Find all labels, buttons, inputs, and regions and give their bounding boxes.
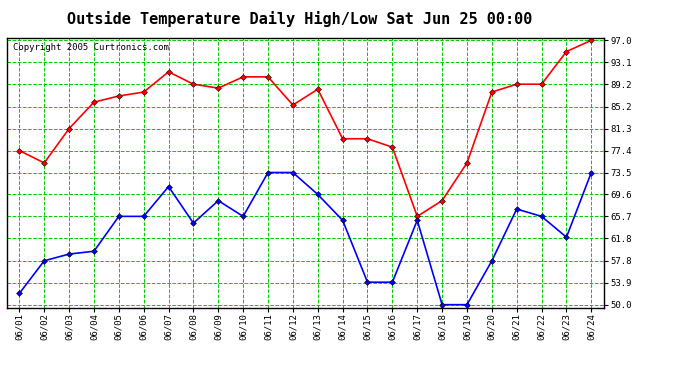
Text: Copyright 2005 Curtronics.com: Copyright 2005 Curtronics.com xyxy=(13,43,169,52)
Text: Outside Temperature Daily High/Low Sat Jun 25 00:00: Outside Temperature Daily High/Low Sat J… xyxy=(68,11,533,27)
